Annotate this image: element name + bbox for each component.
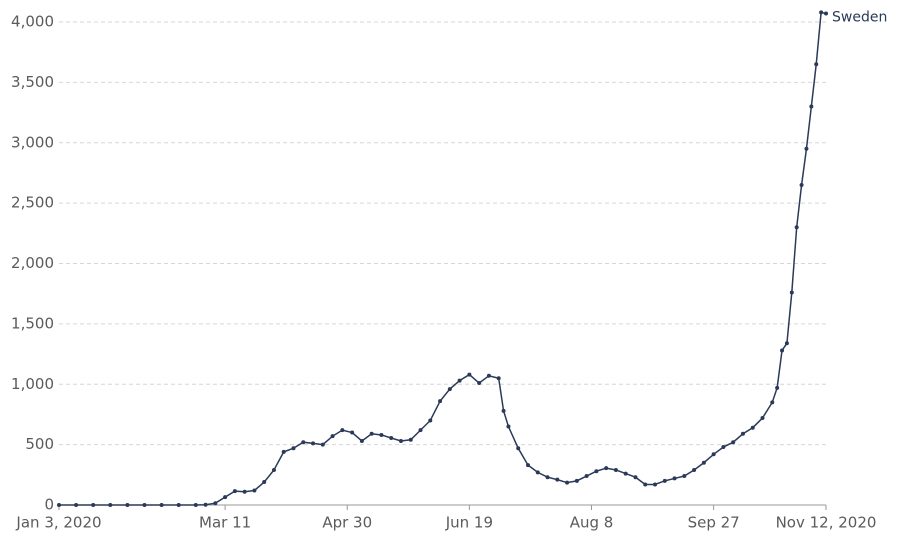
- data-point: [291, 446, 296, 451]
- data-point: [814, 62, 819, 67]
- data-point: [223, 495, 228, 500]
- x-tick-label: Nov 12, 2020: [776, 514, 877, 532]
- data-point: [804, 146, 809, 151]
- data-point: [740, 431, 745, 436]
- data-point: [457, 378, 462, 383]
- data-point: [516, 446, 521, 451]
- x-tick-label: Sep 27: [688, 514, 740, 532]
- data-point: [770, 400, 775, 405]
- data-point: [662, 478, 667, 483]
- data-point: [330, 434, 335, 439]
- data-point: [359, 439, 364, 444]
- data-point: [193, 503, 198, 507]
- data-line: [59, 11, 827, 506]
- x-tick-label: Jan 3, 2020: [15, 514, 101, 532]
- y-tick-label: 0: [44, 496, 54, 514]
- data-point: [824, 11, 828, 16]
- data-point: [379, 432, 384, 437]
- data-point: [604, 466, 609, 471]
- data-point: [633, 475, 638, 480]
- data-point: [653, 482, 658, 487]
- data-point: [496, 376, 501, 381]
- data-point: [760, 416, 765, 421]
- series-label: Sweden: [832, 10, 887, 26]
- data-point: [731, 440, 736, 445]
- data-point: [780, 348, 785, 353]
- data-point: [477, 381, 482, 386]
- data-point: [159, 503, 164, 507]
- data-point: [340, 428, 345, 433]
- data-point: [271, 467, 276, 472]
- y-tick-label: 500: [25, 435, 54, 453]
- data-point: [232, 489, 237, 494]
- y-tick-label: 1,500: [11, 314, 54, 332]
- data-point: [142, 503, 147, 507]
- x-tick-label: Apr 30: [322, 514, 372, 532]
- data-point: [775, 385, 780, 390]
- y-tick-label: 4,000: [11, 13, 54, 31]
- data-point: [643, 482, 648, 487]
- data-point: [91, 503, 96, 507]
- data-point: [545, 475, 550, 480]
- data-point: [701, 460, 706, 465]
- data-point: [711, 452, 716, 457]
- data-point: [501, 408, 506, 413]
- data-point: [506, 424, 511, 429]
- data-point: [389, 435, 394, 440]
- y-tick-label: 1,000: [11, 375, 54, 393]
- data-point: [809, 104, 814, 109]
- data-point: [486, 373, 491, 378]
- data-point: [176, 503, 181, 507]
- data-point: [311, 441, 316, 446]
- x-tick-label: Mar 11: [199, 514, 251, 532]
- data-point: [525, 463, 530, 468]
- y-tick-label: 3,000: [11, 133, 54, 151]
- data-point: [555, 477, 560, 482]
- y-tick-label: 2,500: [11, 194, 54, 212]
- data-point: [574, 478, 579, 483]
- data-point: [672, 476, 677, 481]
- data-point: [789, 290, 794, 295]
- data-point: [721, 445, 726, 450]
- data-point: [565, 480, 570, 485]
- data-point: [74, 503, 79, 507]
- data-point: [301, 440, 306, 445]
- data-point: [252, 488, 257, 493]
- data-point: [819, 10, 824, 15]
- data-point: [794, 225, 799, 230]
- data-point: [535, 470, 540, 475]
- x-tick-label: Aug 8: [570, 514, 614, 532]
- data-point: [213, 501, 218, 506]
- data-point: [262, 480, 267, 485]
- data-point: [350, 430, 355, 435]
- data-point: [428, 418, 433, 423]
- data-point: [320, 442, 325, 447]
- data-point: [784, 341, 789, 346]
- data-point: [108, 503, 113, 507]
- data-point: [594, 469, 599, 474]
- data-point: [281, 449, 286, 454]
- data-point: [57, 503, 61, 507]
- data-point: [799, 183, 804, 188]
- y-tick-label: 2,000: [11, 254, 54, 272]
- data-point: [613, 467, 618, 472]
- data-point: [623, 471, 628, 476]
- data-point: [438, 399, 443, 404]
- data-point: [692, 467, 697, 472]
- data-point: [408, 437, 413, 442]
- data-point: [584, 474, 589, 479]
- data-point: [125, 503, 130, 507]
- data-point: [369, 431, 374, 436]
- data-point: [467, 372, 472, 377]
- data-point: [242, 489, 247, 494]
- data-point: [398, 439, 403, 444]
- data-point: [447, 387, 452, 392]
- data-point: [418, 428, 423, 433]
- y-tick-label: 3,500: [11, 73, 54, 91]
- data-point: [682, 474, 687, 479]
- data-point: [203, 502, 208, 507]
- x-tick-label: Jun 19: [445, 514, 493, 532]
- data-point: [750, 425, 755, 430]
